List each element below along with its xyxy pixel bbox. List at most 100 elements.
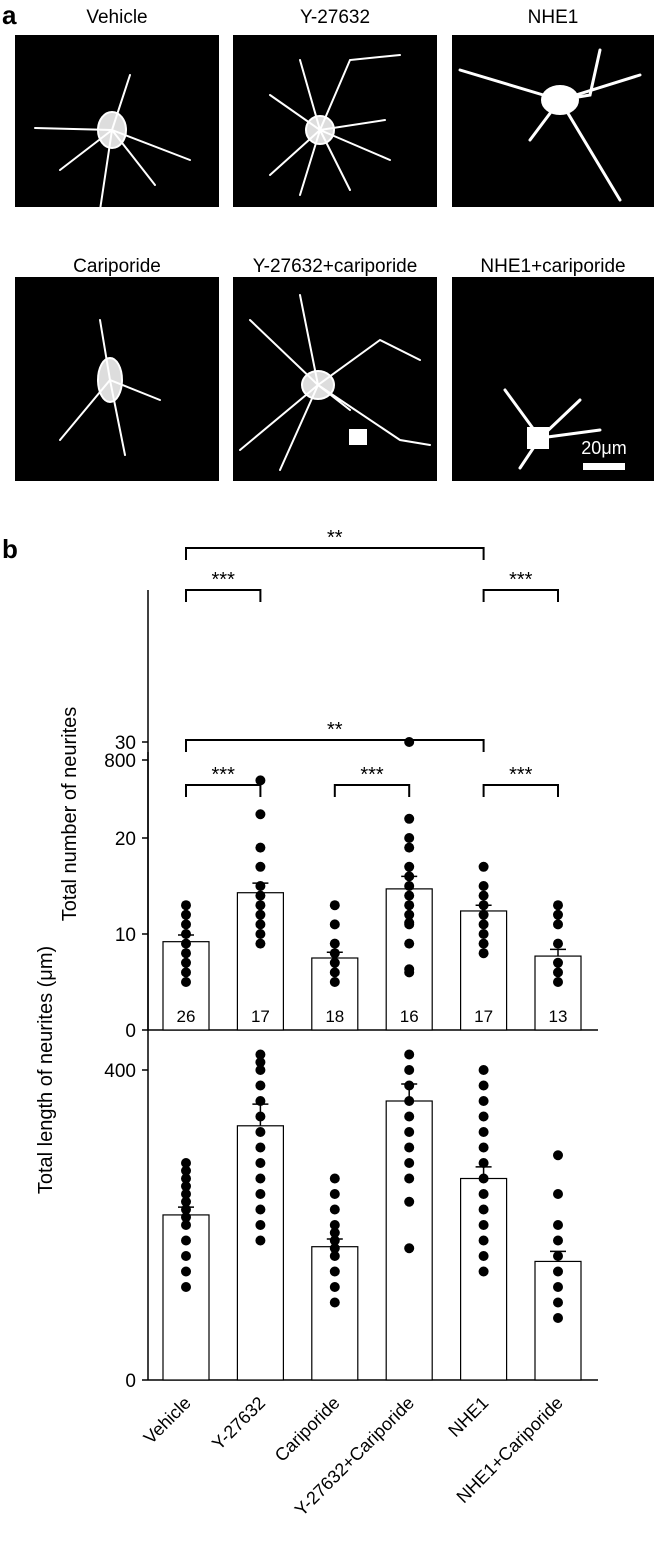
bar (236, 1125, 284, 1381)
data-point (329, 1220, 340, 1230)
data-point (404, 1196, 415, 1207)
y-tick-label: 20 (115, 829, 136, 850)
data-point (255, 809, 266, 820)
data-point (478, 1158, 489, 1168)
data-point (255, 1111, 266, 1122)
significance-bracket (185, 589, 262, 602)
data-point (181, 1165, 191, 1176)
data-point (329, 977, 340, 987)
data-point (329, 948, 340, 959)
data-point (255, 1189, 266, 1199)
data-point (478, 1111, 489, 1122)
significance-label: ** (327, 527, 343, 549)
y-tick-label: 400 (104, 1061, 136, 1082)
y-tick-label: 0 (125, 1371, 136, 1392)
image-title: Cariporide (73, 256, 161, 277)
data-point (478, 938, 489, 949)
data-point (478, 1096, 489, 1106)
significance-label: ** (327, 719, 343, 741)
data-point (404, 833, 415, 843)
significance-bracket (185, 739, 485, 752)
data-point (553, 1150, 563, 1161)
panel-label: a (2, 0, 17, 30)
data-point (478, 900, 489, 911)
data-point (478, 1080, 489, 1091)
data-point (255, 1065, 266, 1075)
data-point (478, 1220, 489, 1230)
data-point (404, 813, 415, 824)
data-point (255, 929, 266, 939)
data-point (404, 1243, 415, 1254)
data-point (181, 1196, 191, 1207)
data-point (553, 900, 563, 911)
data-point (255, 909, 266, 920)
data-point (255, 1127, 266, 1137)
data-point (329, 938, 340, 949)
data-point (404, 881, 415, 891)
data-point (181, 929, 191, 939)
x-tick-label: Vehicle (140, 1393, 195, 1448)
data-point (255, 1173, 266, 1184)
data-point (181, 1189, 191, 1199)
x-tick-label: Y-27632 (208, 1393, 269, 1454)
data-point (553, 919, 563, 930)
significance-label: *** (212, 764, 236, 786)
data-point (255, 1080, 266, 1091)
image-title: NHE1 (528, 7, 579, 28)
data-point (404, 900, 415, 911)
data-point (553, 909, 563, 920)
data-point (404, 1173, 415, 1184)
data-point (329, 1235, 340, 1246)
data-point (478, 919, 489, 930)
data-point (478, 1235, 489, 1246)
data-point (404, 917, 415, 928)
data-point (181, 977, 191, 987)
data-point (478, 1204, 489, 1215)
data-point (553, 938, 563, 949)
data-point (478, 1065, 489, 1075)
data-point (404, 1127, 415, 1137)
data-point (478, 948, 489, 959)
data-point (181, 1158, 191, 1168)
data-point (404, 964, 415, 975)
n-label: 13 (549, 1007, 568, 1026)
y-axis-label: Total number of neurites (59, 707, 81, 922)
significance-bracket (482, 784, 559, 797)
data-point (255, 900, 266, 911)
data-point (553, 957, 563, 968)
data-point (181, 909, 191, 920)
data-point (255, 881, 266, 891)
data-point (329, 900, 340, 911)
data-point (255, 938, 266, 949)
data-point (181, 1220, 191, 1230)
n-label: 16 (400, 1007, 419, 1026)
data-point (181, 919, 191, 930)
data-point (329, 1189, 340, 1199)
data-point (255, 890, 266, 901)
data-point (404, 890, 415, 901)
error-bar (550, 948, 566, 957)
data-point (478, 929, 489, 939)
data-point (404, 1142, 415, 1153)
image-title: Y-27632 (300, 7, 370, 28)
data-point (255, 842, 266, 853)
n-label: 17 (474, 1007, 493, 1026)
data-point (478, 1189, 489, 1199)
data-point (553, 1266, 563, 1277)
data-point (478, 1173, 489, 1184)
data-point (329, 1266, 340, 1277)
data-point (478, 890, 489, 901)
data-point (329, 1204, 340, 1215)
data-point (478, 909, 489, 920)
data-point (478, 861, 489, 872)
data-point (329, 919, 340, 930)
significance-bracket (185, 547, 485, 560)
data-point (181, 957, 191, 968)
data-point (255, 1158, 266, 1168)
data-point (478, 1127, 489, 1137)
image-title: Y-27632+cariporide (253, 256, 418, 277)
data-point (478, 1251, 489, 1261)
data-point (181, 1282, 191, 1292)
data-point (255, 1235, 266, 1246)
